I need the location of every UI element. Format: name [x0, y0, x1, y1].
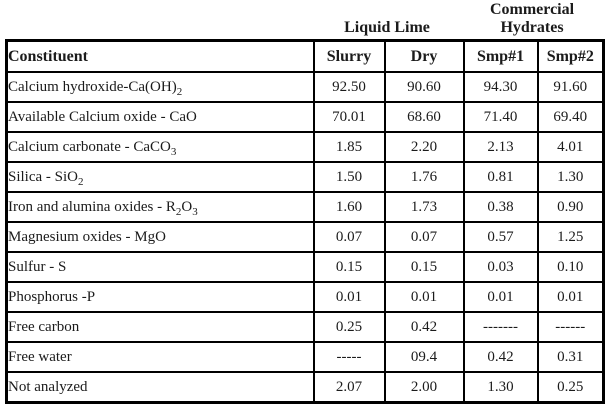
- constituent-cell: Available Calcium oxide - CaO: [5, 101, 315, 133]
- constituent-cell: Calcium carbonate - CaCO3: [5, 131, 315, 163]
- value-cell: 0.31: [536, 341, 605, 373]
- constituent-cell: Not analyzed: [5, 371, 315, 404]
- value-cell: 1.73: [383, 191, 465, 223]
- value-cell: 0.57: [462, 221, 539, 253]
- value-cell: -----: [312, 341, 386, 373]
- value-cell: 0.25: [536, 371, 605, 404]
- group-label-commercial-hydrates: Commercial Hydrates: [489, 1, 575, 36]
- table-row: Available Calcium oxide - CaO 70.01 68.60 7…: [5, 101, 605, 133]
- table-row: Magnesium oxides - MgO 0.07 0.07 0.57 1.25: [5, 221, 605, 253]
- analysis-table-body: Calcium hydroxide-Ca(OH)2 92.50 90.60 94.30…: [5, 71, 605, 404]
- value-cell: 0.42: [383, 311, 465, 343]
- column-header-smp1: Smp#1: [462, 39, 539, 73]
- value-cell: 4.01: [536, 131, 605, 163]
- group-label-liquid-lime: Liquid Lime: [344, 19, 430, 36]
- value-cell: 0.15: [312, 251, 386, 283]
- value-cell: 0.90: [536, 191, 605, 223]
- table-row: Not analyzed 2.07 2.00 1.30 0.25: [5, 371, 605, 404]
- value-cell: 1.85: [312, 131, 386, 163]
- value-cell: 0.10: [536, 251, 605, 283]
- value-cell: 1.30: [462, 371, 539, 404]
- constituent-cell: Sulfur - S: [5, 251, 315, 283]
- column-header-constituent: Constituent: [5, 39, 315, 73]
- value-cell: 70.01: [312, 101, 386, 133]
- value-cell: 92.50: [312, 71, 386, 103]
- table-row: Free water ----- 09.4 0.42 0.31: [5, 341, 605, 373]
- table-row: Calcium hydroxide-Ca(OH)2 92.50 90.60 94.30…: [5, 71, 605, 103]
- column-header-smp2: Smp#2: [536, 39, 605, 73]
- table-row: Phosphorus -P 0.01 0.01 0.01 0.01: [5, 281, 605, 313]
- column-group-header: Liquid Lime Commercial Hydrates: [5, 0, 602, 39]
- value-cell: 0.07: [383, 221, 465, 253]
- value-cell: 1.30: [536, 161, 605, 193]
- constituent-cell: Calcium hydroxide-Ca(OH)2: [5, 71, 315, 103]
- value-cell: 1.76: [383, 161, 465, 193]
- constituent-cell: Silica - SiO2: [5, 161, 315, 193]
- value-cell: 94.30: [462, 71, 539, 103]
- column-header-slurry: Slurry: [312, 39, 386, 73]
- table-row: Iron and alumina oxides - R2O3 1.60 1.73 0.…: [5, 191, 605, 223]
- value-cell: 71.40: [462, 101, 539, 133]
- value-cell: 2.07: [312, 371, 386, 404]
- value-cell: 1.50: [312, 161, 386, 193]
- value-cell: 68.60: [383, 101, 465, 133]
- value-cell: -------: [462, 311, 539, 343]
- value-cell: 0.01: [462, 281, 539, 313]
- table-row: Free carbon 0.25 0.42 ------- ------: [5, 311, 605, 343]
- value-cell: 0.38: [462, 191, 539, 223]
- constituent-cell: Free carbon: [5, 311, 315, 343]
- value-cell: 0.15: [383, 251, 465, 283]
- value-cell: 2.13: [462, 131, 539, 163]
- value-cell: 0.81: [462, 161, 539, 193]
- value-cell: 90.60: [383, 71, 465, 103]
- table-row: Silica - SiO2 1.50 1.76 0.81 1.30: [5, 161, 605, 193]
- value-cell: 0.25: [312, 311, 386, 343]
- value-cell: 0.42: [462, 341, 539, 373]
- analysis-table: Constituent Slurry Dry Smp#1 Smp#2 Calci…: [5, 39, 605, 404]
- constituent-cell: Magnesium oxides - MgO: [5, 221, 315, 253]
- value-cell: 91.60: [536, 71, 605, 103]
- value-cell: 69.40: [536, 101, 605, 133]
- constituent-cell: Phosphorus -P: [5, 281, 315, 313]
- table-row: Calcium carbonate - CaCO3 1.85 2.20 2.13 4.0…: [5, 131, 605, 163]
- value-cell: 09.4: [383, 341, 465, 373]
- value-cell: 0.01: [312, 281, 386, 313]
- value-cell: 0.01: [536, 281, 605, 313]
- value-cell: 2.00: [383, 371, 465, 404]
- value-cell: 1.25: [536, 221, 605, 253]
- constituent-cell: Iron and alumina oxides - R2O3: [5, 191, 315, 223]
- column-header-dry: Dry: [383, 39, 465, 73]
- value-cell: 2.20: [383, 131, 465, 163]
- constituent-cell: Free water: [5, 341, 315, 373]
- value-cell: 1.60: [312, 191, 386, 223]
- value-cell: 0.01: [383, 281, 465, 313]
- value-cell: 0.07: [312, 221, 386, 253]
- value-cell: ------: [536, 311, 605, 343]
- table-header-row: Constituent Slurry Dry Smp#1 Smp#2: [5, 39, 605, 73]
- table-row: Sulfur - S 0.15 0.15 0.03 0.10: [5, 251, 605, 283]
- value-cell: 0.03: [462, 251, 539, 283]
